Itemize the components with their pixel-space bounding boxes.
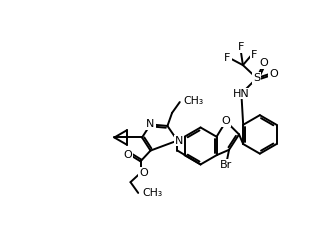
- Text: Br: Br: [220, 160, 232, 170]
- Text: CH₃: CH₃: [184, 96, 204, 106]
- Text: O: O: [269, 69, 278, 79]
- Text: O: O: [139, 168, 148, 178]
- Text: O: O: [123, 150, 132, 160]
- Text: N: N: [146, 119, 155, 129]
- Text: S: S: [253, 73, 260, 83]
- Text: HN: HN: [233, 89, 250, 99]
- Text: O: O: [221, 116, 230, 126]
- Text: F: F: [224, 53, 231, 63]
- Text: F: F: [251, 50, 258, 60]
- Text: CH₃: CH₃: [142, 188, 162, 198]
- Text: O: O: [259, 58, 268, 68]
- Text: F: F: [238, 42, 244, 52]
- Text: N: N: [175, 136, 183, 146]
